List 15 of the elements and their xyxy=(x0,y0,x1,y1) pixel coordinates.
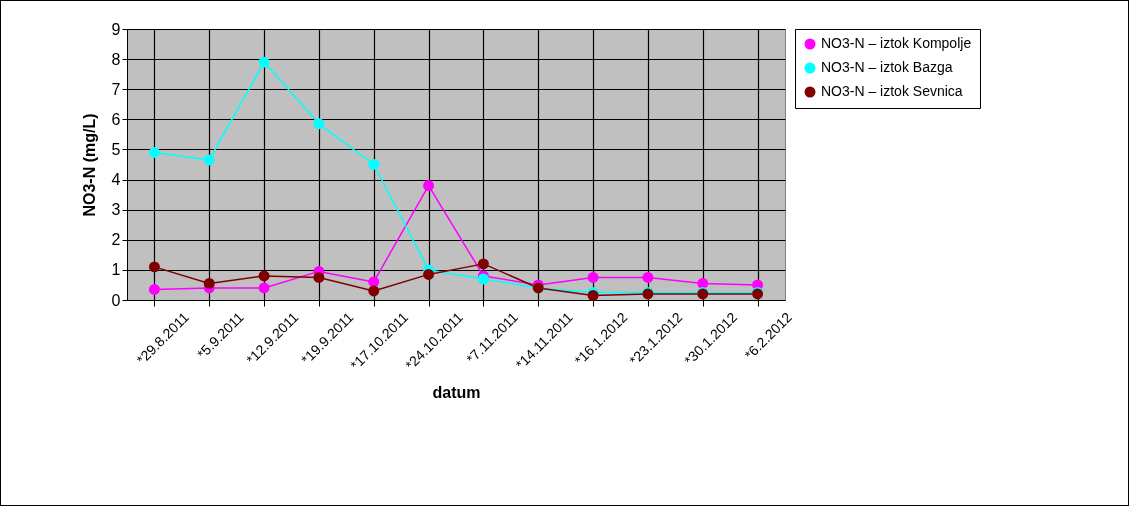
legend-label: NO3-N – iztok Bazga xyxy=(821,59,953,75)
y-tick-label: 2 xyxy=(111,231,121,249)
y-tick-label: 6 xyxy=(111,110,121,128)
legend-label: NO3-N – iztok Sevnica xyxy=(821,83,963,99)
y-tick-label: 5 xyxy=(111,140,121,158)
y-tick-label: 4 xyxy=(111,171,121,189)
y-tick-label: 9 xyxy=(111,20,121,38)
y-tick-label: 8 xyxy=(111,50,121,68)
y-tick-label: 3 xyxy=(111,201,121,219)
y-tick-label: 1 xyxy=(111,261,121,279)
y-tick-label: 7 xyxy=(111,80,121,98)
x-axis-title: datum xyxy=(432,384,481,402)
y-axis-title: NO3-N (mg/L) xyxy=(80,113,98,217)
legend-label: NO3-N – iztok Kompolje xyxy=(821,35,972,51)
y-tick-label: 0 xyxy=(111,291,121,309)
